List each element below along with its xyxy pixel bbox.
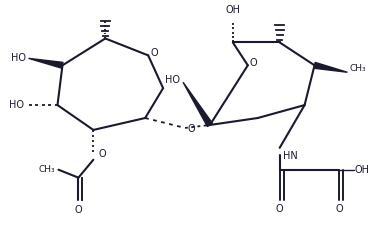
Text: HN: HN xyxy=(283,151,298,161)
Text: OH: OH xyxy=(354,165,369,175)
Text: O: O xyxy=(150,48,158,58)
Text: HO: HO xyxy=(11,53,26,63)
Text: OH: OH xyxy=(225,5,240,15)
Text: CH₃: CH₃ xyxy=(39,165,55,174)
Text: HO: HO xyxy=(165,75,180,85)
Text: O: O xyxy=(276,205,283,214)
Text: O: O xyxy=(187,124,195,134)
Text: O: O xyxy=(74,205,82,215)
Text: O: O xyxy=(98,149,106,159)
Text: CH₃: CH₃ xyxy=(350,64,366,73)
Text: O: O xyxy=(250,58,257,68)
Polygon shape xyxy=(314,62,348,72)
Text: O: O xyxy=(336,205,343,214)
Polygon shape xyxy=(183,82,212,127)
Text: HO: HO xyxy=(9,100,24,110)
Polygon shape xyxy=(29,58,63,68)
